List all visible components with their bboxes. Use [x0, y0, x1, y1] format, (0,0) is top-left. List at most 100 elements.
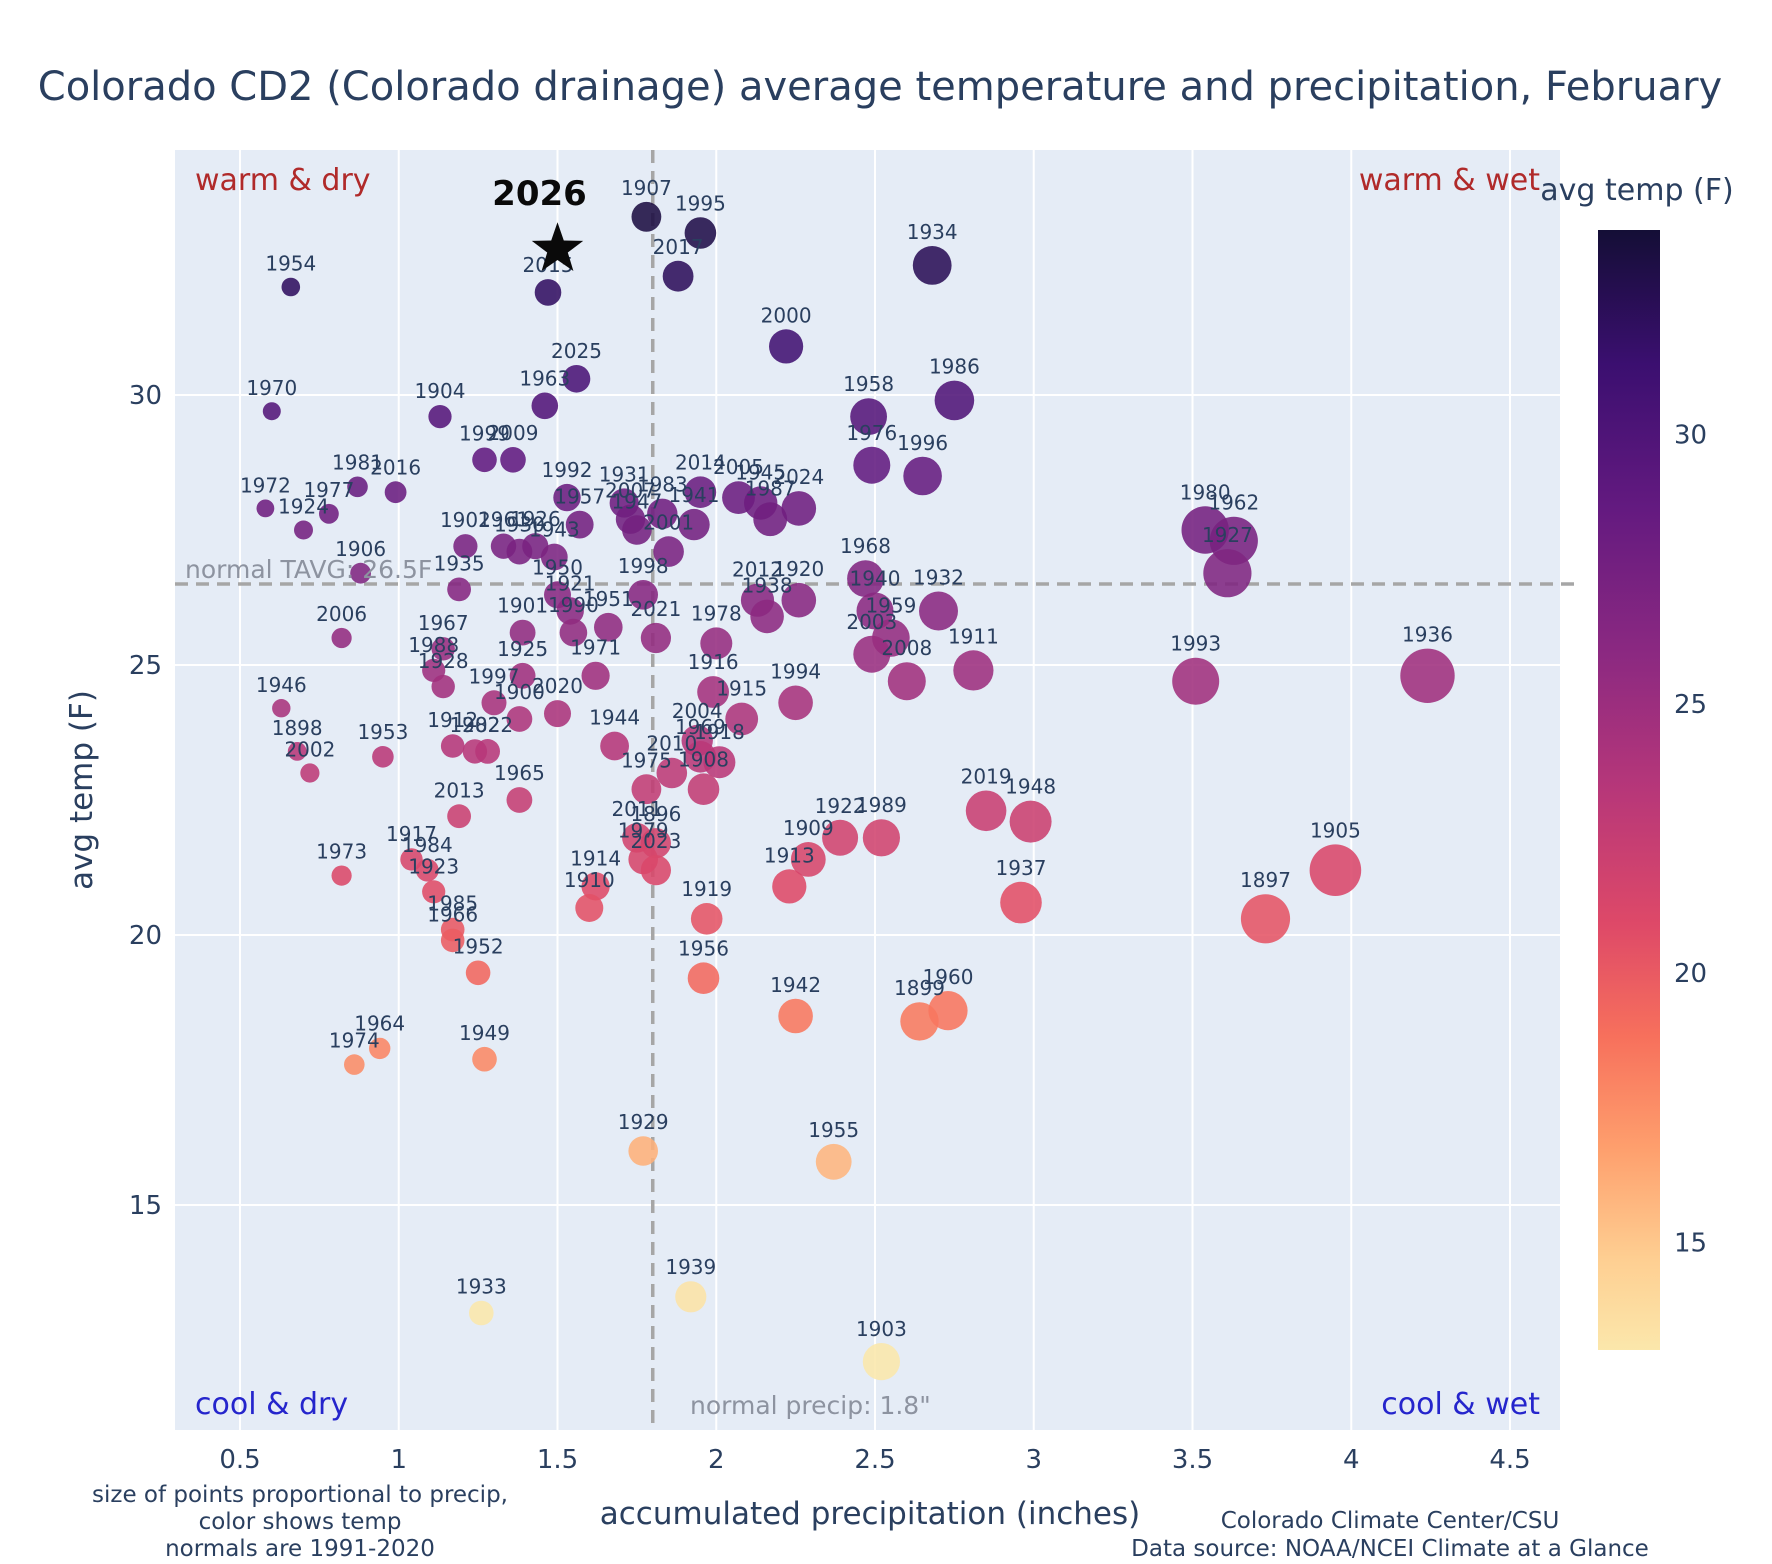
- data-point[interactable]: [1172, 657, 1220, 705]
- data-point[interactable]: [850, 398, 887, 435]
- data-point[interactable]: [544, 700, 571, 728]
- data-point[interactable]: [697, 676, 729, 708]
- data-point[interactable]: [631, 774, 662, 805]
- data-point[interactable]: [919, 591, 958, 631]
- data-point[interactable]: [300, 763, 320, 783]
- data-point[interactable]: [400, 848, 423, 871]
- data-point[interactable]: [953, 650, 994, 691]
- data-point[interactable]: [912, 246, 952, 285]
- data-point[interactable]: [319, 503, 339, 524]
- data-point[interactable]: [656, 757, 688, 789]
- data-point[interactable]: [781, 491, 817, 526]
- data-point[interactable]: [581, 872, 610, 901]
- data-point[interactable]: [553, 483, 581, 512]
- data-point[interactable]: [822, 819, 859, 856]
- data-point[interactable]: [687, 962, 720, 994]
- data-point[interactable]: [556, 597, 584, 625]
- data-point[interactable]: [640, 855, 672, 886]
- data-point[interactable]: [281, 277, 301, 297]
- data-point[interactable]: [509, 619, 536, 646]
- data-point[interactable]: [506, 538, 533, 565]
- data-point[interactable]: [331, 865, 352, 886]
- data-point[interactable]: [594, 612, 623, 642]
- data-point[interactable]: [256, 499, 275, 518]
- data-point[interactable]: [1309, 844, 1362, 896]
- data-point[interactable]: [928, 991, 968, 1031]
- data-point[interactable]: [562, 365, 591, 393]
- data-point[interactable]: [687, 773, 720, 805]
- data-point[interactable]: [331, 627, 352, 649]
- data-point[interactable]: [440, 734, 465, 758]
- data-point[interactable]: [575, 894, 604, 922]
- data-point[interactable]: [647, 498, 678, 529]
- data-point[interactable]: [262, 402, 281, 421]
- data-point[interactable]: [500, 447, 526, 473]
- highlight-star[interactable]: [531, 222, 584, 271]
- data-point[interactable]: [815, 1143, 852, 1180]
- data-point[interactable]: [372, 746, 394, 768]
- data-point[interactable]: [628, 580, 658, 610]
- data-point[interactable]: [856, 592, 894, 630]
- data-point[interactable]: [534, 279, 562, 306]
- data-point[interactable]: [662, 260, 694, 292]
- data-point[interactable]: [675, 1281, 707, 1313]
- data-point[interactable]: [934, 380, 975, 421]
- data-point[interactable]: [778, 998, 813, 1034]
- plot-background[interactable]: [175, 150, 1560, 1430]
- data-point[interactable]: [347, 476, 368, 498]
- data-point[interactable]: [431, 637, 455, 661]
- data-point[interactable]: [581, 661, 610, 690]
- data-point[interactable]: [628, 1136, 658, 1166]
- data-point[interactable]: [415, 858, 439, 882]
- data-point[interactable]: [703, 746, 736, 779]
- data-point[interactable]: [600, 731, 629, 761]
- data-point[interactable]: [440, 928, 465, 953]
- data-point[interactable]: [344, 1054, 365, 1075]
- data-point[interactable]: [853, 446, 891, 484]
- data-point[interactable]: [862, 819, 901, 857]
- data-point[interactable]: [369, 1037, 391, 1060]
- data-point[interactable]: [853, 635, 891, 673]
- data-point[interactable]: [781, 582, 817, 618]
- data-point[interactable]: [847, 560, 884, 597]
- data-point[interactable]: [790, 842, 826, 877]
- data-point[interactable]: [1203, 549, 1252, 598]
- data-point[interactable]: [506, 706, 533, 732]
- data-point[interactable]: [384, 481, 407, 504]
- data-point[interactable]: [509, 662, 536, 689]
- data-point[interactable]: [506, 787, 533, 813]
- data-point[interactable]: [472, 1046, 497, 1072]
- data-point[interactable]: [690, 903, 723, 935]
- data-point[interactable]: [287, 742, 307, 761]
- data-point[interactable]: [769, 329, 804, 364]
- data-point[interactable]: [540, 543, 568, 571]
- data-point[interactable]: [469, 1300, 494, 1326]
- data-point[interactable]: [465, 960, 491, 986]
- data-point[interactable]: [862, 1343, 901, 1381]
- data-point[interactable]: [653, 536, 684, 567]
- data-point[interactable]: [887, 662, 926, 701]
- data-point[interactable]: [1400, 648, 1455, 703]
- data-point[interactable]: [475, 739, 500, 764]
- data-point[interactable]: [350, 562, 371, 584]
- data-point[interactable]: [1000, 881, 1042, 924]
- data-point[interactable]: [453, 534, 478, 559]
- data-point[interactable]: [640, 622, 672, 654]
- data-point[interactable]: [772, 869, 807, 904]
- data-point[interactable]: [559, 618, 588, 647]
- data-point[interactable]: [631, 201, 662, 232]
- data-point[interactable]: [1240, 894, 1291, 944]
- data-point[interactable]: [531, 392, 559, 420]
- data-point[interactable]: [481, 690, 507, 716]
- data-point[interactable]: [294, 520, 313, 540]
- data-point[interactable]: [472, 447, 497, 473]
- data-point[interactable]: [431, 674, 455, 699]
- data-point[interactable]: [725, 702, 759, 736]
- data-point[interactable]: [1009, 800, 1052, 843]
- data-point[interactable]: [753, 502, 788, 537]
- data-point[interactable]: [678, 508, 710, 541]
- data-point[interactable]: [428, 405, 452, 429]
- data-point[interactable]: [422, 880, 446, 904]
- data-point[interactable]: [750, 599, 784, 634]
